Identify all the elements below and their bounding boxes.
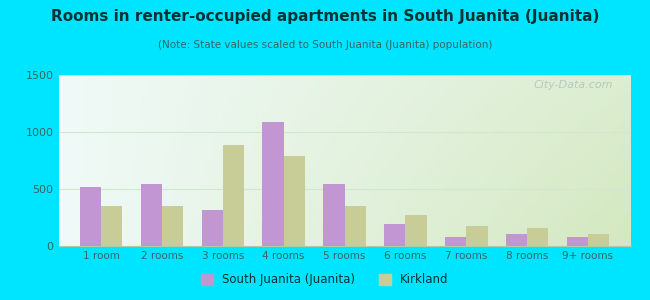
Bar — [223, 145, 244, 246]
Bar — [406, 215, 426, 246]
Bar — [263, 122, 283, 246]
Text: Rooms in renter-occupied apartments in South Juanita (Juanita): Rooms in renter-occupied apartments in S… — [51, 9, 599, 24]
Bar — [506, 234, 527, 246]
Legend: South Juanita (Juanita), Kirkland: South Juanita (Juanita), Kirkland — [196, 269, 454, 291]
Text: City-Data.com: City-Data.com — [534, 80, 614, 90]
Bar — [445, 238, 466, 246]
Bar — [567, 237, 588, 246]
Bar — [140, 184, 162, 246]
Bar — [466, 226, 488, 246]
Bar — [101, 206, 122, 246]
Bar — [344, 206, 366, 246]
Bar — [80, 187, 101, 246]
Bar — [588, 234, 609, 246]
Bar — [527, 228, 549, 246]
Bar — [162, 206, 183, 246]
Bar — [323, 184, 345, 246]
Bar — [384, 224, 406, 246]
Bar — [283, 156, 305, 246]
Text: (Note: State values scaled to South Juanita (Juanita) population): (Note: State values scaled to South Juan… — [158, 40, 492, 50]
Bar — [202, 209, 223, 246]
